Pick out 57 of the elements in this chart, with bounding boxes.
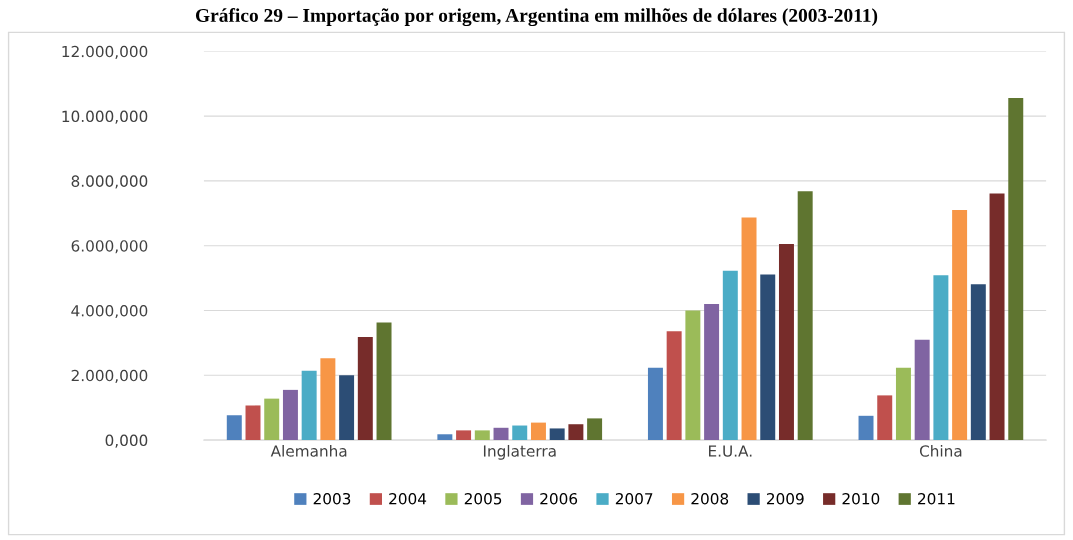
bar [245,405,261,441]
x-tick-label: China [919,444,962,457]
legend-label: 2005 [464,493,502,505]
legend-label: 2009 [766,493,804,505]
legend-label: 2011 [918,493,955,505]
bar [797,191,813,441]
y-tick-label: 8.000,000 [71,175,148,189]
bar [357,337,373,441]
legend-label: 2007 [615,493,653,505]
bar [895,367,911,441]
bar [741,217,757,441]
y-tick-label: 0,000 [105,434,148,448]
bar [226,415,242,441]
bar [952,210,968,441]
bar [989,193,1005,441]
bar [647,367,663,441]
bar [530,422,546,441]
bar [760,274,776,441]
bar [282,389,298,441]
bar [301,370,317,441]
y-tick-label: 10.000,000 [62,110,148,124]
bar [493,427,509,441]
bar [587,418,603,441]
y-tick-label: 12.000,000 [62,45,148,59]
x-tick-label: Inglaterra [483,444,556,460]
legend-label: 2003 [313,493,351,505]
bar [666,331,682,441]
x-tick-label: Alemanha [270,444,347,457]
bar [704,304,720,441]
bar [933,275,949,441]
bar [512,425,528,441]
x-tick-label: E.U.A. [709,445,752,457]
bar [320,358,336,441]
bar [549,428,565,441]
y-tick-label: 6.000,000 [71,240,148,254]
y-tick-label: 2.000,000 [71,369,148,383]
legend-label: 2004 [389,493,427,505]
bar [474,430,490,441]
bar [1008,97,1024,441]
chart-title: Gráfico 29 – Importação por origem, Argentina em milhões de dólares (2003-2011) [195,8,878,27]
bar [722,270,738,441]
y-tick-label: 4.000,000 [71,304,148,319]
bar [970,284,986,441]
bar [778,244,794,441]
legend-label: 2006 [540,493,578,505]
bar [914,339,930,441]
bar [568,424,584,441]
bar [437,434,453,441]
bar [877,395,893,441]
bar [456,430,472,441]
bar [858,415,874,441]
bar [685,310,701,441]
bar [339,375,355,441]
bar [376,322,392,441]
bar [264,398,280,441]
legend-label: 2008 [691,493,729,505]
legend-label: 2010 [842,493,880,505]
